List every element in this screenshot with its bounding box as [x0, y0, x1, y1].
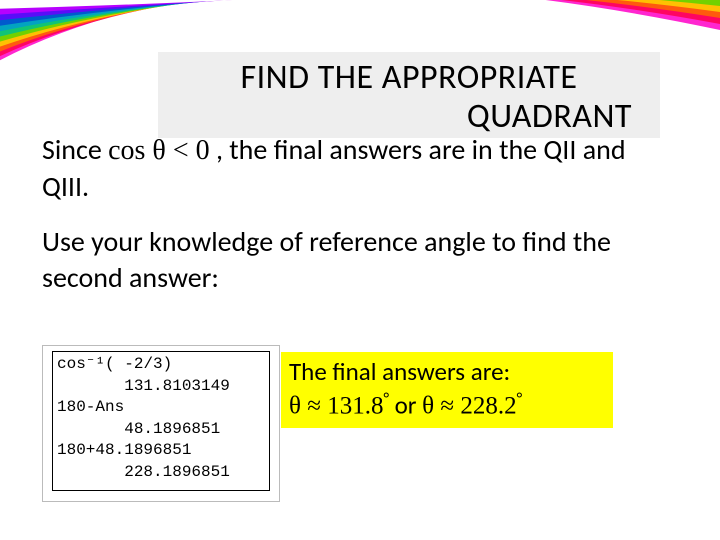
p1-a: Since: [42, 132, 108, 167]
p1-math: cos θ < 0: [108, 135, 210, 166]
ans-a: θ ≈ 131.8: [289, 392, 383, 419]
answer-line-2: θ ≈ 131.8° or θ ≈ 228.2°: [289, 389, 605, 423]
body-text: Since cos θ < 0 , the final answers are …: [42, 132, 647, 315]
ans-b: θ ≈ 228.2: [422, 392, 516, 419]
final-answer-box: The final answers are: θ ≈ 131.8 ° or θ ≈…: [281, 352, 613, 428]
ans-mid: or: [389, 389, 422, 420]
paragraph-2: Use your knowledge of reference angle to…: [42, 224, 647, 297]
title-box: FIND THE APPROPRIATE QUADRANT: [158, 52, 660, 138]
answer-line-1: The final answers are:: [289, 356, 605, 389]
calculator-screen: cos⁻¹( -2/3) 131.8103149 180-Ans 48.1896…: [52, 351, 270, 491]
deg-2: °: [517, 390, 523, 409]
title-line-1: FIND THE APPROPRIATE: [240, 58, 577, 97]
title-line-2: QUADRANT: [467, 97, 660, 136]
paragraph-1: Since cos θ < 0 , the final answers are …: [42, 132, 647, 206]
